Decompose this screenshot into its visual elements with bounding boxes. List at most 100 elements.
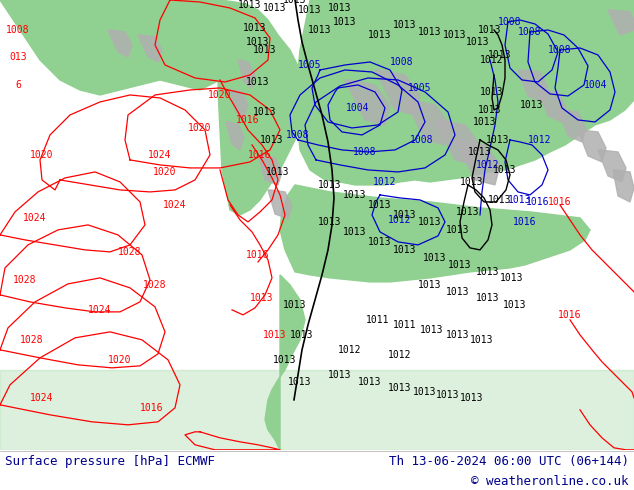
Text: 1013: 1013 <box>358 377 382 387</box>
Text: 1013: 1013 <box>393 210 417 220</box>
Text: 1011: 1011 <box>393 320 417 330</box>
Text: 1024: 1024 <box>148 150 172 160</box>
Text: 1013: 1013 <box>253 45 277 55</box>
Text: 1013: 1013 <box>460 393 484 403</box>
Text: 1016: 1016 <box>249 150 272 160</box>
Text: 1013: 1013 <box>488 195 512 205</box>
Text: 1012: 1012 <box>528 135 552 145</box>
Polygon shape <box>608 10 634 35</box>
Text: 1013: 1013 <box>436 390 460 400</box>
Polygon shape <box>375 70 420 115</box>
Text: 1013: 1013 <box>368 30 392 40</box>
Text: 1013: 1013 <box>266 167 290 177</box>
Polygon shape <box>405 100 450 145</box>
Text: 1008: 1008 <box>498 17 522 27</box>
Text: 1024: 1024 <box>88 305 112 315</box>
Text: 1008: 1008 <box>518 27 541 37</box>
Text: 1013: 1013 <box>318 180 342 190</box>
Text: 1013: 1013 <box>238 0 262 10</box>
Polygon shape <box>268 190 292 219</box>
Text: 1013: 1013 <box>263 3 287 13</box>
Text: 6: 6 <box>15 80 21 90</box>
Text: 1013: 1013 <box>393 20 417 30</box>
Text: 1013: 1013 <box>253 107 277 117</box>
Text: 1012: 1012 <box>388 350 411 360</box>
Text: 1004: 1004 <box>585 80 608 90</box>
Text: 1013: 1013 <box>469 147 492 157</box>
Text: 1013: 1013 <box>466 37 489 47</box>
Text: 1013: 1013 <box>246 77 269 87</box>
Text: © weatheronline.co.uk: © weatheronline.co.uk <box>472 475 629 488</box>
Text: 1013: 1013 <box>503 300 527 310</box>
Text: 1013: 1013 <box>298 5 321 15</box>
Text: 1020: 1020 <box>153 167 177 177</box>
Text: 1028: 1028 <box>119 247 142 257</box>
Text: 1013: 1013 <box>333 17 357 27</box>
Text: 1013: 1013 <box>246 37 269 47</box>
Text: 1013: 1013 <box>476 267 500 277</box>
Text: 1008: 1008 <box>410 135 434 145</box>
Text: 1008: 1008 <box>391 57 414 67</box>
Text: 1013: 1013 <box>418 280 442 290</box>
Text: 1013: 1013 <box>288 377 312 387</box>
Text: Surface pressure [hPa] ECMWF: Surface pressure [hPa] ECMWF <box>5 455 215 467</box>
Text: 1013: 1013 <box>448 260 472 270</box>
Polygon shape <box>598 150 626 182</box>
Text: 1020: 1020 <box>208 90 232 100</box>
Polygon shape <box>435 120 480 165</box>
Text: 1013: 1013 <box>418 27 442 37</box>
Text: 1013: 1013 <box>260 135 284 145</box>
Text: 1016: 1016 <box>246 250 269 260</box>
Text: 1013: 1013 <box>368 237 392 247</box>
Text: 1008: 1008 <box>353 147 377 157</box>
Text: 1024: 1024 <box>163 200 187 210</box>
Text: 1016: 1016 <box>559 310 582 320</box>
Text: 1013: 1013 <box>283 0 307 5</box>
Polygon shape <box>280 185 590 282</box>
Polygon shape <box>558 110 586 142</box>
Text: 1013: 1013 <box>446 287 470 297</box>
Text: 1013: 1013 <box>478 25 501 35</box>
Text: 1013: 1013 <box>493 165 517 175</box>
Text: 1013: 1013 <box>393 245 417 255</box>
Text: 1013: 1013 <box>343 227 366 237</box>
Text: 1013: 1013 <box>473 117 497 127</box>
Text: 1013: 1013 <box>243 23 267 33</box>
Text: 1013: 1013 <box>480 87 504 97</box>
Text: 1013: 1013 <box>283 300 307 310</box>
Text: 1013: 1013 <box>456 207 480 217</box>
Text: 1013: 1013 <box>508 195 532 205</box>
Text: 1013: 1013 <box>476 293 500 303</box>
Text: 1013: 1013 <box>488 50 512 60</box>
Text: 1013: 1013 <box>443 30 467 40</box>
Text: Th 13-06-2024 06:00 UTC (06+144): Th 13-06-2024 06:00 UTC (06+144) <box>389 455 629 467</box>
Text: 1013: 1013 <box>328 370 352 380</box>
Text: 1016: 1016 <box>514 217 537 227</box>
Text: 1013: 1013 <box>263 330 287 340</box>
Text: 1013: 1013 <box>424 253 447 263</box>
Text: 1013: 1013 <box>388 383 411 393</box>
Polygon shape <box>578 130 606 162</box>
Text: 1024: 1024 <box>30 393 54 403</box>
Text: 1013: 1013 <box>328 3 352 13</box>
Polygon shape <box>0 370 634 450</box>
Text: 013: 013 <box>9 52 27 62</box>
Text: 1024: 1024 <box>23 213 47 223</box>
Text: 1013: 1013 <box>420 325 444 335</box>
Text: 1013: 1013 <box>413 387 437 397</box>
Text: 1008: 1008 <box>6 25 30 35</box>
Text: 1020: 1020 <box>30 150 54 160</box>
Text: 1013: 1013 <box>521 100 544 110</box>
Text: 1013: 1013 <box>368 200 392 210</box>
Text: 1013: 1013 <box>460 177 484 187</box>
Polygon shape <box>345 80 390 125</box>
Text: 1008: 1008 <box>286 130 310 140</box>
Text: 1013: 1013 <box>290 330 314 340</box>
Polygon shape <box>538 90 566 122</box>
Text: 1013: 1013 <box>318 217 342 227</box>
Text: 1013: 1013 <box>446 330 470 340</box>
Text: 1016: 1016 <box>526 197 550 207</box>
Polygon shape <box>455 140 500 185</box>
Text: 1028: 1028 <box>143 280 167 290</box>
Polygon shape <box>138 35 162 62</box>
